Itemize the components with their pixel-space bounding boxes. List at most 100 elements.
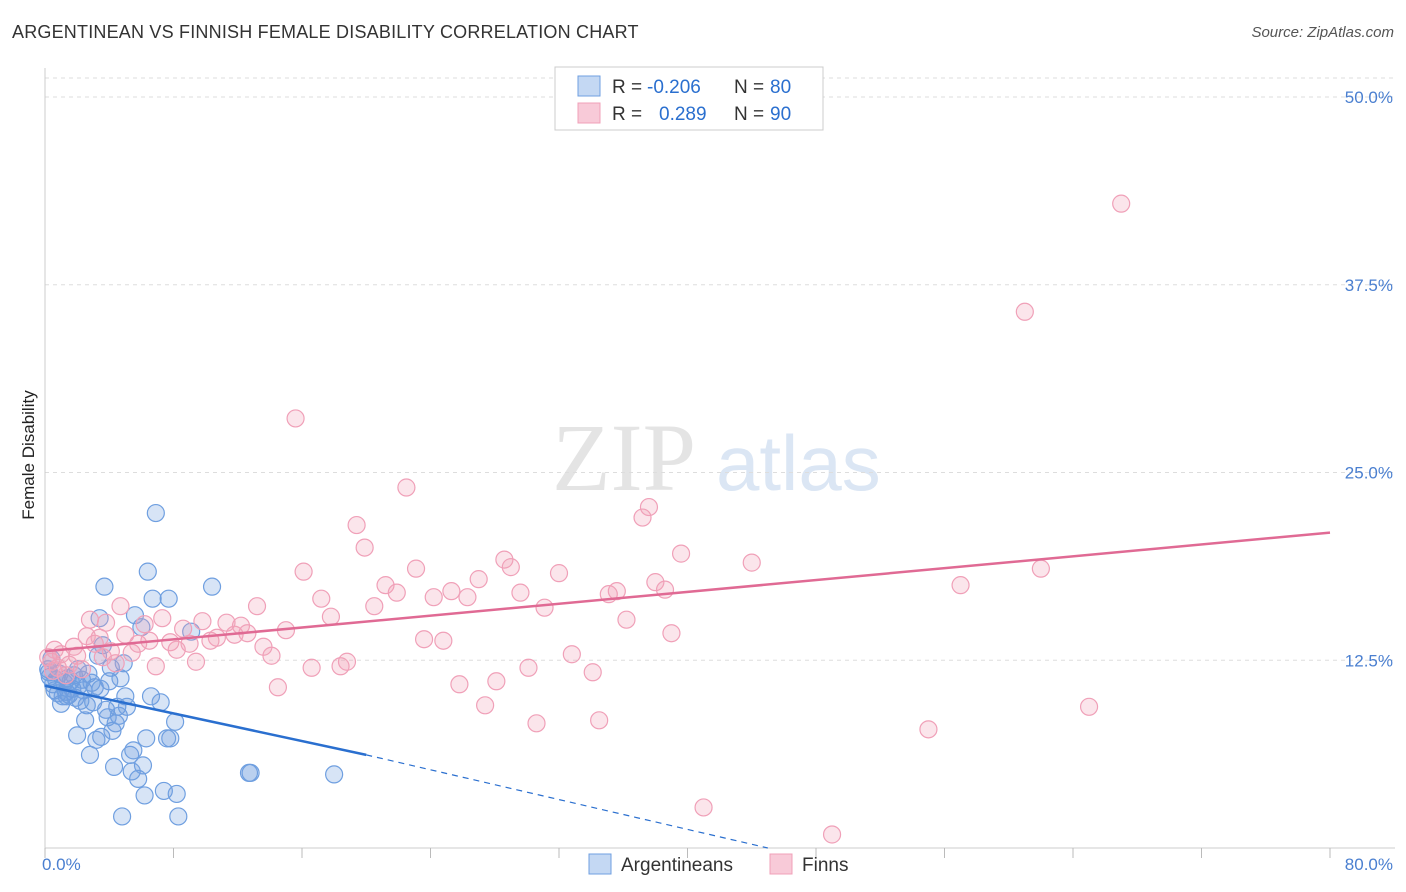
finns-point-51 xyxy=(347,515,366,535)
finns-point-59 xyxy=(424,588,443,607)
finns-point-34 xyxy=(207,628,226,647)
finns-point-55 xyxy=(387,583,406,602)
argentineans-point-30 xyxy=(87,730,106,749)
finns-point-23 xyxy=(135,615,154,634)
gridlines xyxy=(45,77,1395,661)
finns-point-87 xyxy=(742,553,761,572)
finns-point-19 xyxy=(111,597,130,616)
legend-swatch-argentineans xyxy=(577,75,601,97)
finns-point-26 xyxy=(153,609,172,628)
trend-lines xyxy=(44,531,1331,849)
finns-point-32 xyxy=(193,612,212,631)
finns-point-86 xyxy=(694,798,713,817)
finns-point-44 xyxy=(286,409,305,428)
finns-point-85 xyxy=(671,544,691,563)
finns-point-52 xyxy=(355,538,374,557)
legend-swatch-finns xyxy=(577,102,601,124)
finns-point-29 xyxy=(174,619,193,638)
argentineans-point-35 xyxy=(95,577,114,596)
finns-point-94 xyxy=(1112,194,1131,213)
bottom-legend-swatch-finns xyxy=(769,853,793,875)
argentineans-trend-dashed xyxy=(366,754,768,849)
legend-r-label-1: R = xyxy=(612,77,642,98)
argentineans-point-54 xyxy=(129,769,148,789)
bottom-legend-finns: Finns xyxy=(802,855,848,876)
finns-trend xyxy=(44,531,1331,653)
finns-point-91 xyxy=(1015,302,1034,321)
argentineans-point-61 xyxy=(143,589,162,608)
top-legend: R = -0.206 N = 80 R = 0.289 N = 90 xyxy=(554,66,824,131)
argentineans-point-26 xyxy=(80,745,100,764)
argentineans-point-46 xyxy=(112,807,132,826)
finns-point-6 xyxy=(56,666,75,685)
argentineans-point-33 xyxy=(92,727,111,746)
finns-point-56 xyxy=(397,478,416,497)
argentineans-point-72 xyxy=(202,577,222,596)
finns-point-45 xyxy=(294,562,313,581)
argentineans-point-62 xyxy=(146,503,165,523)
finns-point-66 xyxy=(487,672,506,691)
finns-point-63 xyxy=(458,588,477,607)
argentineans-trend-solid xyxy=(44,684,367,757)
legend-r-value-2: 0.289 xyxy=(659,104,707,125)
legend-r-label-2: R = xyxy=(612,104,642,125)
finns-point-75 xyxy=(583,663,602,682)
finns-point-73 xyxy=(549,564,569,583)
legend-r-value-1: -0.206 xyxy=(647,77,701,98)
finns-point-58 xyxy=(414,630,434,649)
finns-point-57 xyxy=(406,559,426,578)
finns-point-67 xyxy=(495,550,514,569)
finns-point-92 xyxy=(1031,559,1050,578)
finns-point-93 xyxy=(1079,697,1099,716)
watermark-zip: ZIP xyxy=(552,404,696,511)
finns-point-41 xyxy=(262,646,281,665)
finns-point-61 xyxy=(442,582,461,601)
argentineans-point-75 xyxy=(325,765,344,784)
x-tick-label-1: 80.0% xyxy=(1345,855,1393,874)
finns-point-47 xyxy=(312,589,331,608)
argentineans-point-74 xyxy=(241,763,260,783)
bottom-legend-swatch-argentineans xyxy=(588,853,612,875)
argentineans-point-69 xyxy=(167,784,186,804)
finns-point-64 xyxy=(469,570,488,589)
finns-point-31 xyxy=(186,652,206,671)
legend-n-value-1: 80 xyxy=(770,77,791,98)
finns-point-53 xyxy=(365,597,384,616)
finns-point-76 xyxy=(590,711,609,730)
finns-point-25 xyxy=(146,657,165,676)
finns-point-80 xyxy=(633,508,652,527)
finns-point-88 xyxy=(822,825,842,844)
y-axis-label: Female Disability xyxy=(19,390,38,520)
chart-source: Source: ZipAtlas.com xyxy=(1251,24,1394,41)
argentineans-point-58 xyxy=(137,729,156,748)
finns-point-18 xyxy=(106,654,125,673)
axes: 12.5% 25.0% 37.5% 50.0% 0.0% 80.0% xyxy=(42,68,1395,874)
finns-point-16 xyxy=(96,613,116,632)
argentineans-point-59 xyxy=(138,562,157,581)
finns-point-27 xyxy=(161,633,180,652)
finns-points xyxy=(39,194,1131,844)
argentineans-point-67 xyxy=(161,729,180,748)
argentineans-point-56 xyxy=(133,756,153,775)
argentineans-point-18 xyxy=(68,726,87,745)
finns-point-79 xyxy=(617,610,636,629)
finns-point-17 xyxy=(101,642,120,661)
finns-point-60 xyxy=(434,631,453,650)
argentineans-point-52 xyxy=(124,741,143,760)
argentineans-point-51 xyxy=(122,762,141,781)
argentineans-point-66 xyxy=(159,589,178,608)
finns-point-70 xyxy=(519,658,538,677)
argentineans-point-45 xyxy=(111,669,130,688)
argentineans-point-23 xyxy=(76,711,95,730)
watermark-atlas: atlas xyxy=(716,419,881,507)
finns-point-46 xyxy=(302,658,321,677)
argentineans-point-79 xyxy=(91,679,110,698)
finns-point-81 xyxy=(639,497,659,517)
finns-point-71 xyxy=(527,714,546,733)
argentineans-point-41 xyxy=(104,757,124,776)
finns-point-42 xyxy=(268,678,288,697)
finns-point-74 xyxy=(562,645,581,664)
finns-point-62 xyxy=(450,675,469,694)
finns-point-39 xyxy=(247,597,267,616)
